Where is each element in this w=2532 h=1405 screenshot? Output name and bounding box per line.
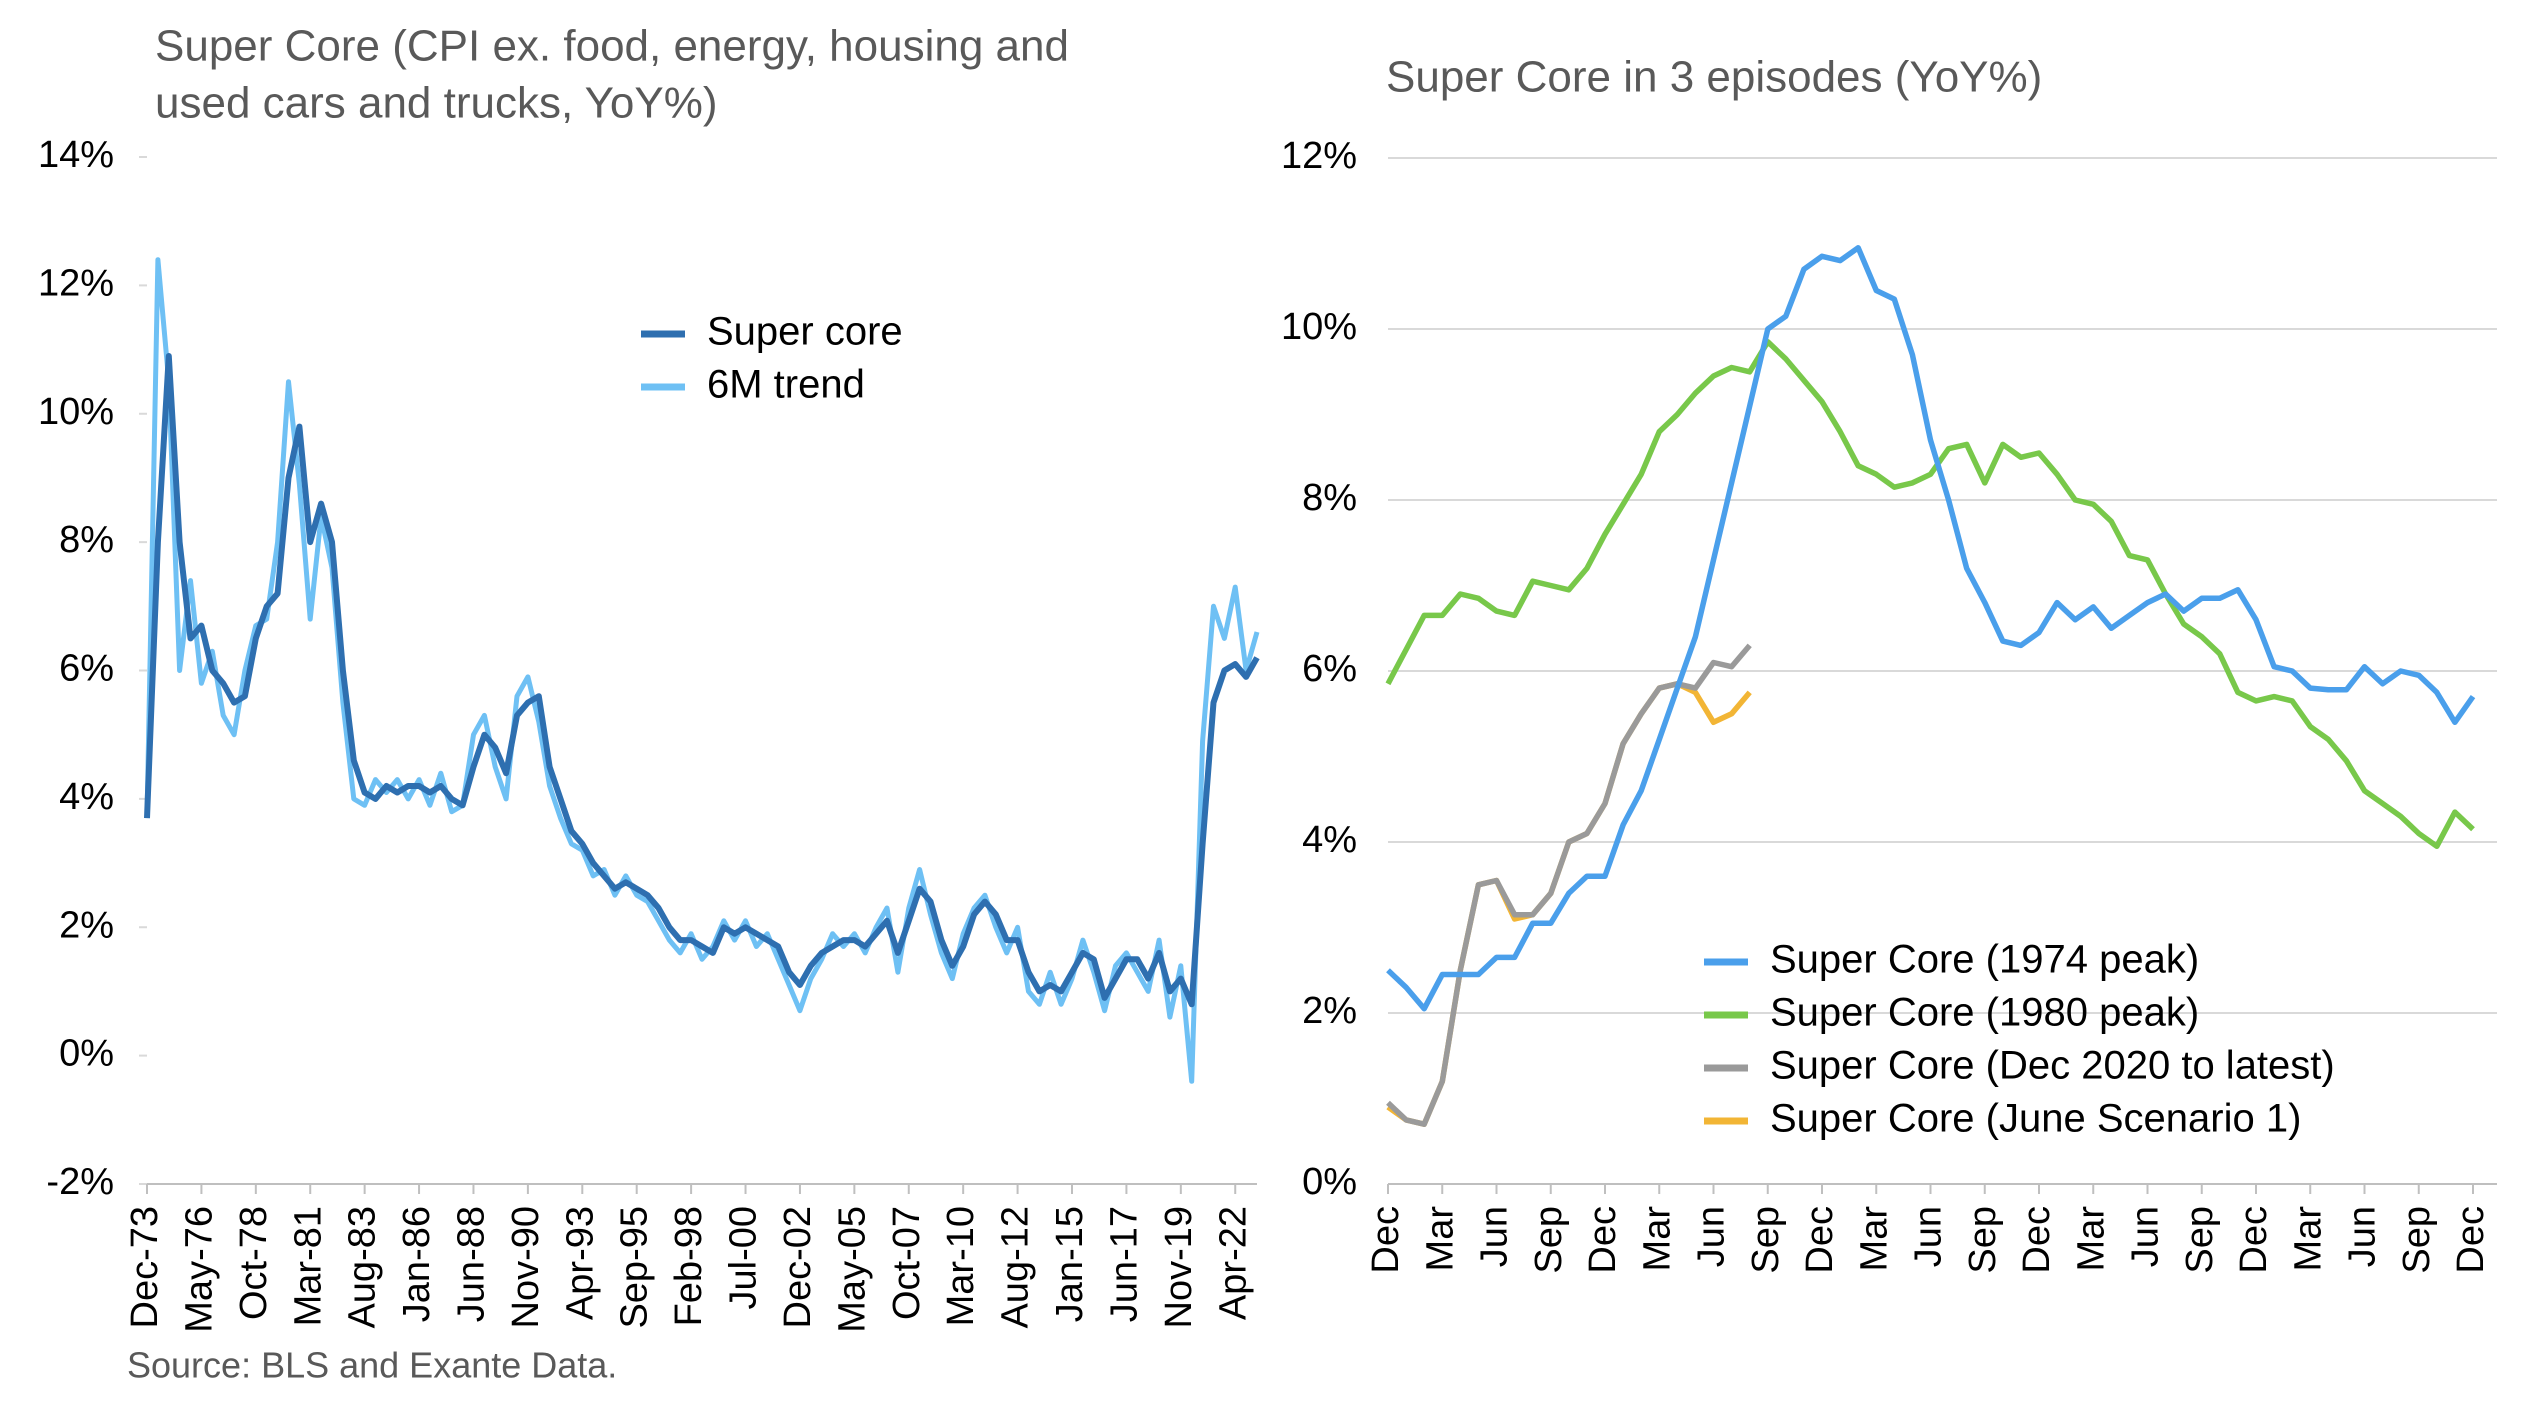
x-tick-label: May-76	[178, 1206, 220, 1333]
y-tick-label: 12%	[1281, 135, 1357, 177]
x-tick-label: Apr-22	[1212, 1206, 1254, 1320]
x-tick-label: Mar	[1853, 1206, 1895, 1272]
y-tick-label: 10%	[1281, 306, 1357, 348]
y-tick-label: 2%	[1302, 990, 1357, 1032]
x-tick-label: Dec	[1799, 1206, 1841, 1274]
x-tick-label: Oct-78	[233, 1206, 275, 1320]
x-tick-label: Mar	[2287, 1206, 2329, 1272]
y-tick-label: 0%	[1302, 1161, 1357, 1203]
legend-label: Super Core (1980 peak)	[1770, 991, 2199, 1035]
y-tick-label: 8%	[1302, 477, 1357, 519]
y-tick-label: 6%	[59, 648, 114, 690]
x-tick-label: Sep-95	[614, 1206, 656, 1329]
x-tick-label: Dec	[2016, 1206, 2058, 1274]
x-tick-label: Nov-90	[505, 1206, 547, 1329]
legend-label: Super Core (1974 peak)	[1770, 938, 2199, 982]
x-tick-label: Jun-88	[451, 1206, 493, 1322]
x-tick-label: Dec-02	[777, 1206, 819, 1329]
x-tick-label: Nov-19	[1158, 1206, 1200, 1329]
x-tick-label: Jun	[1908, 1206, 1950, 1267]
legend-label: 6M trend	[707, 363, 865, 407]
x-tick-label: Sep	[1962, 1206, 2004, 1274]
x-tick-label: May-05	[831, 1206, 873, 1333]
x-tick-label: Mar	[2070, 1206, 2112, 1272]
x-tick-label: Sep	[1745, 1206, 1787, 1274]
x-tick-label: Dec	[2450, 1206, 2492, 1274]
x-tick-label: Jan-15	[1049, 1206, 1091, 1322]
series-line	[1386, 681, 1752, 1127]
x-tick-label: Apr-93	[559, 1206, 601, 1320]
chart-title: Super Core in 3 episodes (YoY%)	[1386, 53, 2042, 102]
x-tick-label: Jun	[1474, 1206, 1516, 1267]
legend-label: Super core	[707, 310, 903, 354]
x-tick-label: Jun	[1691, 1206, 1733, 1267]
x-tick-label: Dec-73	[124, 1206, 166, 1329]
y-tick-label: -2%	[46, 1161, 114, 1203]
x-tick-label: Dec	[1582, 1206, 1624, 1274]
x-tick-label: Jan-86	[396, 1206, 438, 1322]
series-line	[1386, 643, 1752, 1127]
x-tick-label: Aug-12	[995, 1206, 1037, 1329]
y-tick-label: 6%	[1302, 648, 1357, 690]
legend-label: Super Core (Dec 2020 to latest)	[1770, 1044, 2335, 1088]
x-tick-label: Dec	[2233, 1206, 2275, 1274]
series-line	[1386, 245, 2476, 1012]
x-tick-label: Mar-10	[940, 1206, 982, 1326]
x-tick-label: Mar-81	[287, 1206, 329, 1326]
x-tick-label: Jun	[2342, 1206, 2384, 1267]
x-tick-label: Jun-17	[1103, 1206, 1145, 1322]
y-tick-label: 0%	[59, 1033, 114, 1075]
chart-title: used cars and trucks, YoY%)	[155, 79, 718, 128]
x-tick-label: Dec	[1365, 1206, 1407, 1274]
x-tick-label: Sep	[1528, 1206, 1570, 1274]
x-tick-label: Mar	[1636, 1206, 1678, 1272]
series-line	[144, 353, 1260, 1008]
source-note: Source: BLS and Exante Data.	[127, 1345, 617, 1386]
x-tick-label: Feb-98	[668, 1206, 710, 1326]
x-tick-label: Jul-00	[723, 1206, 765, 1310]
x-tick-label: Sep	[2179, 1206, 2221, 1274]
legend-label: Super Core (June Scenario 1)	[1770, 1097, 2301, 1141]
y-tick-label: 4%	[59, 776, 114, 818]
series-line	[1385, 339, 2475, 850]
x-tick-label: Sep	[2396, 1206, 2438, 1274]
x-tick-label: Mar	[1419, 1206, 1461, 1272]
x-tick-label: Oct-07	[886, 1206, 928, 1320]
y-tick-label: 10%	[38, 391, 114, 433]
y-tick-label: 4%	[1302, 819, 1357, 861]
y-tick-label: 8%	[59, 519, 114, 561]
x-tick-label: Jun	[2125, 1206, 2167, 1267]
chart-title: Super Core (CPI ex. food, energy, housin…	[155, 22, 1069, 71]
y-tick-label: 14%	[38, 134, 114, 176]
y-tick-label: 12%	[38, 262, 114, 304]
y-tick-label: 2%	[59, 904, 114, 946]
x-tick-label: Aug-83	[342, 1206, 384, 1329]
